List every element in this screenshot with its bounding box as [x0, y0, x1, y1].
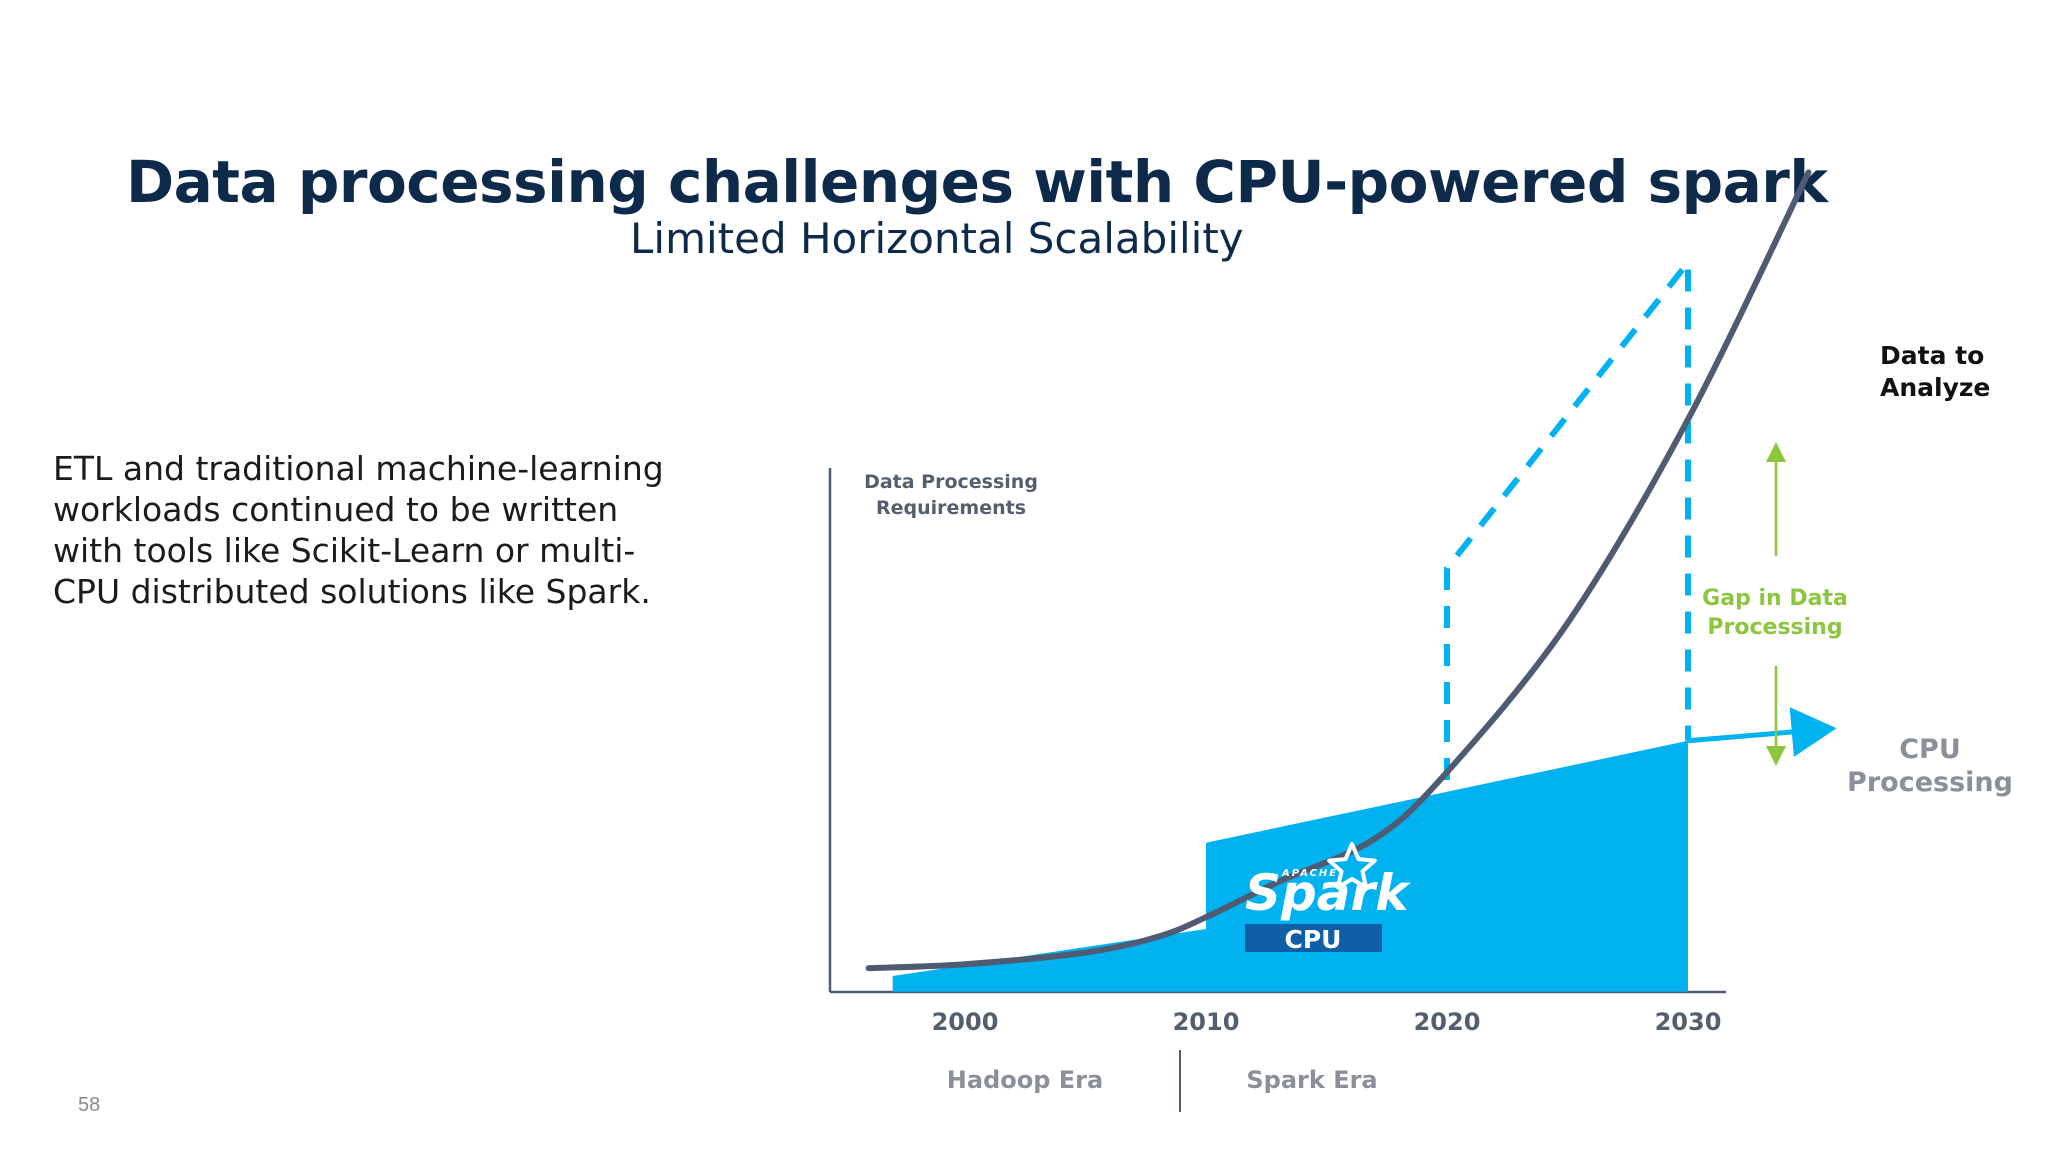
gap-label: Gap in Data Processing	[1702, 586, 1848, 640]
page-number: 58	[78, 1094, 101, 1116]
x-tick-label: 2010	[1173, 1008, 1240, 1036]
x-tick-label: 2000	[932, 1008, 999, 1036]
era-label-hadoop: Hadoop Era	[947, 1066, 1103, 1094]
y-axis-label-line: Data Processing	[864, 471, 1038, 493]
cpu-arrow	[1687, 707, 1837, 757]
dashed-projection-line	[1444, 253, 1691, 780]
cpu-badge-label: CPU	[1285, 925, 1342, 954]
x-tick-label: 2030	[1655, 1008, 1722, 1036]
series-label-line: Analyze	[1880, 373, 1990, 402]
slide-subtitle: Limited Horizontal Scalability	[630, 214, 1244, 263]
series-label-line: Data to	[1880, 341, 1984, 370]
gap-label-line: Gap in Data	[1702, 586, 1848, 611]
series-label-line: CPU	[1899, 734, 1961, 765]
slide-title: Data processing challenges with CPU-powe…	[126, 148, 1828, 216]
y-axis-label: Data Processing Requirements	[864, 471, 1038, 519]
body-paragraph: ETL and traditional machine-learning wor…	[53, 449, 664, 611]
spark-logo-small-text: APACHE	[1281, 868, 1338, 879]
data-to-analyze-curve	[865, 169, 1812, 972]
spark-logo-text: Spark	[1245, 864, 1411, 922]
y-axis-label-line: Requirements	[876, 497, 1026, 519]
series-label-data-to-analyze: Data to Analyze	[1880, 341, 1990, 402]
series-label-cpu-processing: CPU Processing	[1847, 734, 2013, 798]
cpu-badge	[1245, 924, 1382, 952]
spark-star-icon	[1327, 842, 1377, 890]
x-tick-label: 2020	[1414, 1008, 1481, 1036]
era-label-spark: Spark Era	[1246, 1066, 1377, 1094]
series-label-line: Processing	[1847, 767, 2013, 798]
gap-label-line: Processing	[1707, 615, 1842, 640]
